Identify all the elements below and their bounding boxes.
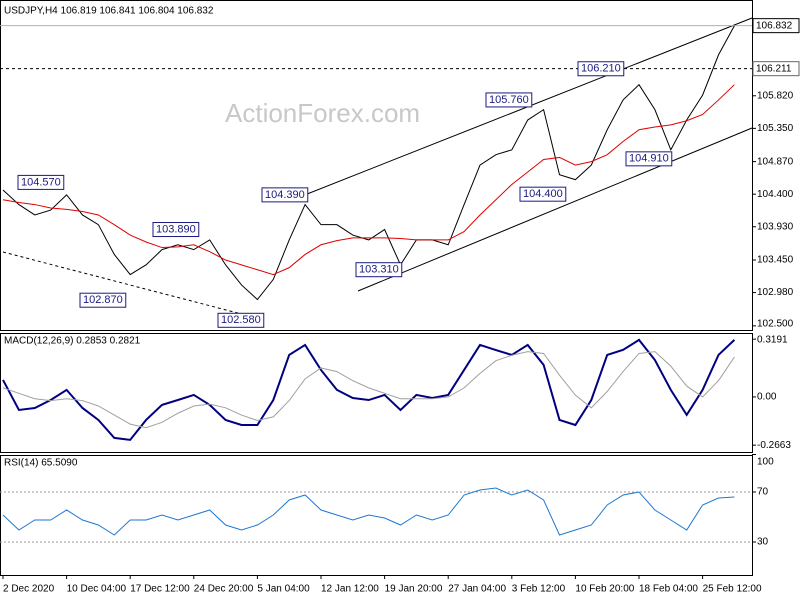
rsi-panel	[0, 455, 753, 576]
x-tick-label: 18 Feb 04:00	[639, 584, 698, 595]
y-tick-label: -0.2663	[757, 440, 791, 451]
y-tick-label: 30	[757, 537, 769, 548]
annotation-label: 104.400	[523, 188, 563, 200]
x-tick-label: 17 Dec 12:00	[130, 584, 190, 595]
last-price-box	[752, 18, 800, 34]
annotation-label: 106.210	[581, 63, 621, 75]
macd-panel	[0, 333, 753, 453]
y-tick-label: 102.500	[757, 319, 794, 330]
annotation-label: 104.910	[629, 153, 669, 165]
annotation-label: 103.310	[359, 264, 399, 276]
last-price-label: 106.832	[756, 20, 793, 31]
series-line	[2, 487, 735, 536]
series-line	[2, 84, 735, 276]
x-tick-label: 25 Feb 12:00	[703, 584, 762, 595]
panel-title: RSI(14) 65.5090	[4, 458, 78, 469]
panel-title: USDJPY,H4 106.819 106.841 106.804 106.83…	[4, 6, 214, 17]
y-tick-label: 0.3191	[757, 335, 788, 346]
annotation-label: 102.870	[83, 294, 123, 306]
x-tick-label: 12 Jan 12:00	[321, 584, 379, 595]
x-tick-label: 5 Jan 04:00	[257, 584, 310, 595]
annotation-box	[217, 312, 265, 328]
y-tick-label: 100	[757, 457, 774, 468]
y-tick-label: 104.400	[757, 189, 794, 200]
annotation-box	[79, 292, 127, 308]
channel-lower	[357, 127, 753, 292]
annotation-box	[261, 187, 309, 203]
x-tick-label: 3 Feb 12:00	[512, 584, 566, 595]
annotation-box	[625, 151, 673, 167]
annotation-label: 104.570	[21, 176, 61, 188]
series-line	[2, 338, 736, 441]
main-panel	[0, 0, 753, 331]
level-box	[752, 61, 800, 77]
x-tick-label: 19 Jan 20:00	[385, 584, 443, 595]
annotation-box	[17, 174, 65, 190]
annotation-box	[485, 92, 533, 108]
annotation-label: 102.580	[221, 314, 261, 326]
series-line	[2, 25, 735, 301]
annotation-box	[577, 61, 625, 77]
annotation-box	[355, 262, 403, 278]
trend-line	[2, 251, 258, 319]
y-tick-label: 70	[757, 487, 769, 498]
channel-upper	[296, 17, 753, 199]
y-tick-label: 104.870	[757, 156, 794, 167]
annotation-box	[519, 186, 567, 202]
y-tick-label: 0.00	[757, 392, 777, 403]
annotation-label: 104.390	[265, 189, 305, 201]
annotation-box	[152, 222, 200, 238]
x-tick-label: 10 Dec 04:00	[67, 584, 127, 595]
y-tick-label: 105.350	[757, 123, 794, 134]
annotation-label: 103.890	[156, 223, 196, 235]
series-line	[2, 351, 735, 429]
level-label: 106.211	[756, 63, 792, 74]
y-tick-label: 103.450	[757, 255, 794, 266]
x-tick-label: 24 Dec 20:00	[194, 584, 254, 595]
panel-title: MACD(12,26,9) 0.2853 0.2821	[4, 336, 141, 347]
x-tick-label: 27 Jan 04:00	[448, 584, 506, 595]
x-tick-label: 2 Dec 2020	[3, 584, 55, 595]
y-tick-label: 103.930	[757, 221, 794, 232]
annotation-label: 105.760	[489, 94, 529, 106]
y-tick-label: 102.980	[757, 287, 794, 298]
x-tick-label: 10 Feb 20:00	[575, 584, 634, 595]
watermark: ActionForex.com	[225, 98, 420, 128]
y-tick-label: 105.820	[757, 90, 794, 101]
